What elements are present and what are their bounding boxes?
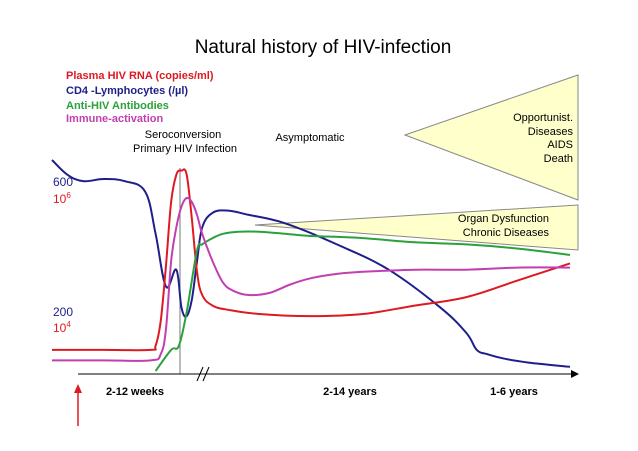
- x-label-weeks: 2-12 weeks: [106, 386, 164, 398]
- phase-label-asymptomatic: Asymptomatic: [275, 132, 345, 144]
- legend: Plasma HIV RNA (copies/ml) CD4 -Lymphocy…: [66, 70, 214, 125]
- phase-label-primary-infection: Primary HIV Infection: [133, 143, 237, 155]
- series-line-immune-activation: [51, 196, 571, 362]
- annotation-organ-dysfunction: Organ Dysfunction: [458, 213, 549, 225]
- y-tick-600: 600: [53, 175, 73, 189]
- y-tick-10e6: 106: [53, 191, 71, 206]
- annotation-aids: AIDS: [547, 139, 573, 151]
- y-tick-10e4-exp: 4: [66, 320, 71, 329]
- x-label-years-aids: 1-6 years: [490, 386, 538, 398]
- y-tick-10e6-exp: 6: [66, 191, 71, 200]
- legend-label-antibodies: Anti-HIV Antibodies: [66, 100, 169, 112]
- x-label-years-asymptomatic: 2-14 years: [323, 386, 377, 398]
- phase-label-seroconversion: Seroconversion: [145, 129, 221, 141]
- legend-label-immune-activation: Immune-activation: [66, 113, 163, 125]
- y-tick-10e6-base: 10: [53, 192, 67, 206]
- y-tick-10e4: 104: [53, 320, 71, 335]
- y-tick-10e4-base: 10: [53, 321, 67, 335]
- organ-dysfunction-wedge: [254, 204, 579, 251]
- legend-label-plasma-rna: Plasma HIV RNA (copies/ml): [66, 70, 214, 82]
- series-line-cd4: [51, 159, 571, 368]
- axis-break-icon: [196, 366, 210, 382]
- y-tick-200: 200: [53, 305, 73, 319]
- annotation-chronic-diseases: Chronic Diseases: [463, 227, 550, 239]
- series-line-plasma-rna: [52, 168, 571, 352]
- annotation-diseases: Diseases: [528, 126, 574, 138]
- annotation-opportunist: Opportunist.: [513, 112, 573, 124]
- x-axis-arrowhead: [571, 370, 579, 378]
- start-time-arrow: [74, 384, 82, 426]
- series-line-antibodies: [154, 230, 571, 372]
- series-layer: [51, 159, 571, 372]
- aids-wedge: [403, 74, 579, 201]
- chart-title: Natural history of HIV-infection: [195, 37, 452, 58]
- legend-label-cd4: CD4 -Lymphocytes (/µl): [66, 85, 188, 97]
- annotation-death: Death: [544, 153, 573, 165]
